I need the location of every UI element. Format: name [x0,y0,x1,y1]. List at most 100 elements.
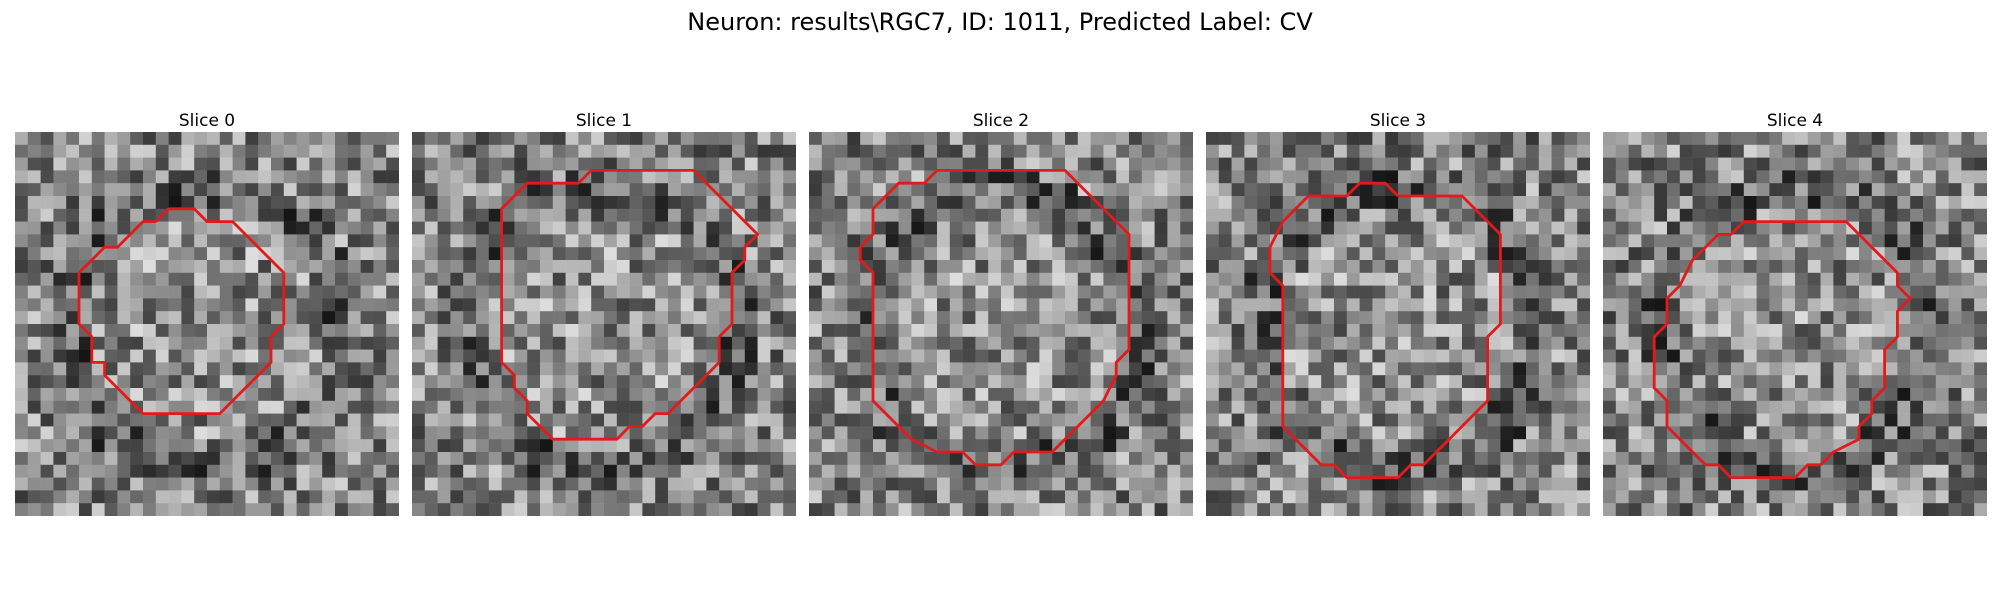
pixel [885,477,899,491]
pixel [1449,503,1463,516]
pixel [309,362,323,376]
pixel [1603,170,1617,184]
pixel [488,324,502,338]
pixel [1372,388,1386,402]
pixel [1218,503,1232,516]
pixel [924,132,938,146]
pixel [693,452,707,466]
pixel [1833,260,1847,274]
pixel [1756,260,1770,274]
pixel [732,336,746,350]
pixel [1654,272,1668,286]
pixel [1935,375,1949,389]
pixel [706,272,720,286]
pixel [15,132,29,146]
pixel [373,452,387,466]
pixel [1743,452,1757,466]
pixel [885,170,899,184]
pixel [322,439,336,453]
pixel [1449,132,1463,146]
pixel [1500,477,1514,491]
pixel [322,208,336,222]
pixel [719,375,733,389]
pixel [744,375,758,389]
pixel [1705,260,1719,274]
pixel [885,426,899,440]
pixel [1820,285,1834,299]
pixel [27,298,41,312]
pixel [309,388,323,402]
pixel [1615,413,1629,427]
pixel [450,413,464,427]
pixel [962,170,976,184]
pixel [1833,285,1847,299]
pixel [770,362,784,376]
pixel [424,375,438,389]
pixel [1308,311,1322,325]
pixel [66,183,80,197]
pixel-grid [1603,132,1987,516]
pixel [860,464,874,478]
pixel [1474,196,1488,210]
pixel [885,400,899,414]
pixel [1206,452,1220,466]
pixel [1270,311,1284,325]
pixel [386,503,399,516]
pixel [1257,311,1271,325]
pixel [1884,439,1898,453]
pixel [1039,362,1053,376]
pixel [53,260,67,274]
pixel [15,234,29,248]
pixel [194,388,208,402]
pixel [1654,196,1668,210]
pixel [91,144,105,158]
pixel [245,132,259,146]
pixel [1948,260,1962,274]
pixel [706,349,720,363]
pixel [949,400,963,414]
pixel [962,439,976,453]
pixel [1346,221,1360,235]
pixel [1423,234,1437,248]
pixel [335,285,349,299]
pixel [949,196,963,210]
panel-slice-2: Slice 2 [809,110,1193,516]
pixel [1513,413,1527,427]
pixel [155,144,169,158]
pixel [232,426,246,440]
pixel [1039,132,1053,146]
pixel [66,196,80,210]
pixel [1679,452,1693,466]
pixel [693,388,707,402]
pixel [1551,272,1565,286]
pixel [1206,490,1220,504]
pixel [1449,234,1463,248]
pixel [1372,157,1386,171]
pixel [1334,132,1348,146]
pixel [1923,464,1937,478]
pixel [450,490,464,504]
pixel [1871,439,1885,453]
pixel [1206,426,1220,440]
pixel [1923,477,1937,491]
pixel [1270,132,1284,146]
pixel [1551,285,1565,299]
pixel [143,349,157,363]
pixel [821,170,835,184]
pixel [565,324,579,338]
pixel [91,400,105,414]
pixel [1526,144,1540,158]
pixel [1731,388,1745,402]
pixel [1538,272,1552,286]
pixel [1910,311,1924,325]
pixel [1154,170,1168,184]
pixel [1359,157,1373,171]
pixel [501,413,515,427]
pixel [283,324,297,338]
pixel [1270,285,1284,299]
pixel [40,413,54,427]
pixel [988,208,1002,222]
pixel [271,208,285,222]
pixel [155,272,169,286]
pixel [1615,375,1629,389]
